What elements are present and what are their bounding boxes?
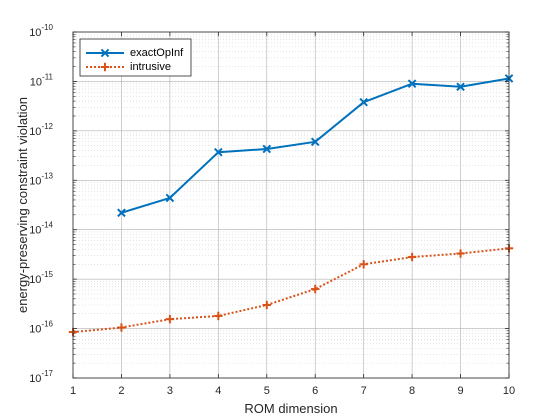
data-point-intrusive	[359, 260, 368, 269]
y-tick-label: 10-13	[29, 171, 53, 187]
plot-frame	[72, 31, 510, 379]
plot-background	[73, 32, 509, 378]
legend-swatch-exactopinf	[86, 48, 124, 58]
data-point-intrusive	[165, 314, 175, 324]
y-axis-label: energy-preserving constraint violation	[15, 97, 30, 313]
marker-stroke	[117, 208, 126, 218]
legend-label-intrusive: intrusive	[130, 61, 171, 73]
x-axis-label: ROM dimension	[244, 401, 337, 416]
legend-marker-exactopinf	[100, 48, 110, 58]
marker-stroke	[359, 97, 368, 107]
y-tick-label: 10-16	[29, 320, 53, 336]
marker-stroke	[262, 144, 272, 154]
x-tick-label: 8	[409, 385, 415, 397]
y-tick-label: 10-14	[29, 221, 53, 237]
y-tick-label: 10-15	[29, 270, 53, 286]
marker-stroke	[407, 79, 417, 88]
data-point-exactopinf	[117, 208, 126, 218]
data-point-intrusive	[407, 252, 417, 262]
data-point-exactopinf	[359, 97, 368, 107]
data-point-intrusive	[262, 300, 271, 310]
x-tick-label: 2	[118, 385, 124, 397]
y-tick-label: 10-11	[30, 72, 54, 88]
legend-box	[79, 38, 192, 77]
data-point-exactopinf	[310, 137, 320, 147]
y-tick-labels: 10-17 10-16 10-15 10-14 10-13 10-12 10-11 10-10	[29, 23, 53, 385]
x-tick-label: 7	[361, 385, 367, 397]
data-point-exactopinf	[262, 144, 272, 154]
axis-ticks	[72, 31, 510, 379]
data-point-exactopinf	[407, 79, 417, 88]
data-point-exactopinf	[456, 82, 465, 92]
x-tick-label: 1	[70, 385, 76, 397]
marker-stroke	[214, 147, 223, 157]
x-tick-label: 3	[167, 385, 173, 397]
x-tick-label: 4	[215, 385, 221, 397]
x-tick-label: 9	[457, 385, 463, 397]
series-line-intrusive	[72, 247, 510, 334]
data-point-intrusive	[117, 323, 126, 332]
x-tick-label: 5	[264, 385, 270, 397]
y-tick-label: 10-12	[29, 122, 53, 138]
y-tick-label: 10-10	[29, 23, 53, 39]
x-tick-label: 6	[312, 385, 318, 397]
legend-marker-intrusive	[100, 62, 110, 72]
data-point-exactopinf	[214, 147, 223, 157]
legend-label-exactopinf: exactOpInf	[130, 47, 184, 59]
marker-stroke	[165, 193, 175, 203]
marker-stroke	[456, 82, 465, 92]
data-point-intrusive	[311, 284, 320, 294]
legend-swatch-intrusive	[86, 62, 124, 72]
x-tick-labels: 1 2 3 4 5 6 7 8 9 10	[70, 385, 515, 397]
marker-stroke	[310, 137, 320, 147]
y-tick-label: 10-17	[29, 369, 53, 385]
marker-stroke	[100, 48, 110, 58]
x-tick-label: 10	[503, 385, 515, 397]
minor-grid	[73, 33, 509, 364]
data-point-exactopinf	[165, 193, 175, 203]
data-point-intrusive	[214, 311, 223, 321]
data-point-intrusive	[456, 249, 465, 258]
legend: exactOpInf intrusive	[79, 38, 192, 77]
